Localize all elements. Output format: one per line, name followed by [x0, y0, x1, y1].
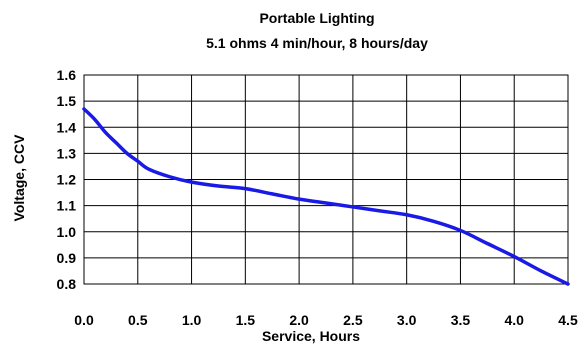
- y-tick-label: 0.9: [57, 250, 77, 266]
- y-tick-label: 1.3: [57, 145, 77, 161]
- x-tick-label: 4.0: [504, 312, 524, 328]
- chart-subtitle: 5.1 ohms 4 min/hour, 8 hours/day: [206, 35, 428, 51]
- plot-area: [83, 74, 569, 285]
- y-tick-label: 1.1: [57, 198, 77, 214]
- y-tick-label: 1.4: [57, 119, 77, 135]
- y-axis-ticks: 0.8 0.9 1.0 1.1 1.2 1.3 1.4 1.5 1.6: [57, 67, 77, 292]
- x-tick-label: 2.5: [343, 312, 363, 328]
- y-tick-label: 1.5: [57, 93, 77, 109]
- grid: [83, 74, 569, 285]
- y-tick-label: 1.2: [57, 172, 77, 188]
- x-tick-label: 0.0: [74, 312, 94, 328]
- x-axis-label: Service, Hours: [262, 328, 360, 344]
- chart-title: Portable Lighting: [259, 10, 374, 26]
- x-tick-label: 3.0: [397, 312, 417, 328]
- x-tick-label: 3.5: [451, 312, 471, 328]
- x-tick-label: 1.5: [236, 312, 256, 328]
- y-axis-label: Voltage, CCV: [11, 134, 27, 222]
- y-tick-label: 0.8: [57, 276, 77, 292]
- y-tick-label: 1.6: [57, 67, 77, 83]
- y-tick-label: 1.0: [57, 224, 77, 240]
- voltage-series-line: [82, 107, 570, 286]
- x-tick-label: 0.5: [128, 312, 148, 328]
- x-tick-label: 4.5: [558, 312, 578, 328]
- x-tick-label: 1.0: [182, 312, 202, 328]
- x-axis-ticks: 0.0 0.5 1.0 1.5 2.0 2.5 3.0 3.5 4.0 4.5: [74, 312, 578, 328]
- x-tick-label: 2.0: [289, 312, 309, 328]
